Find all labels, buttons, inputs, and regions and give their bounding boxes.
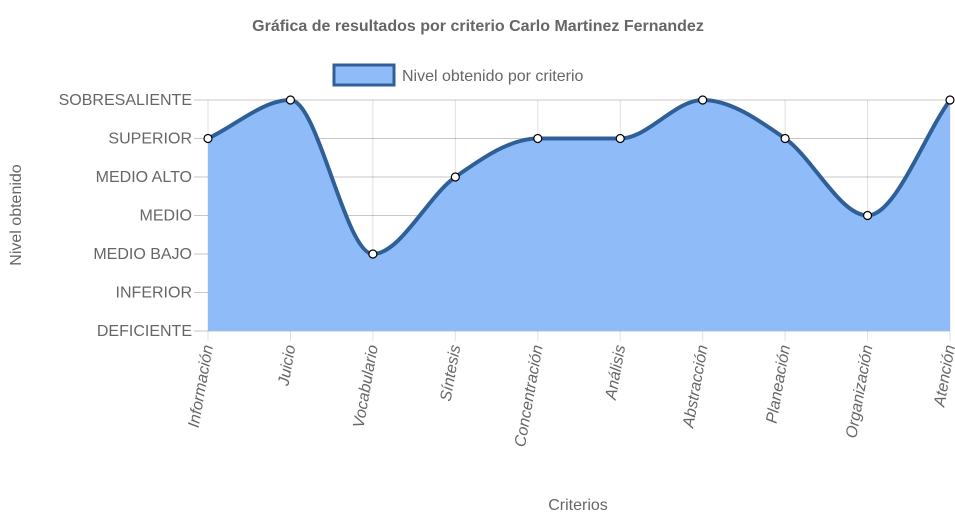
plot-area — [206, 98, 952, 331]
x-tick-label: Concentración — [512, 344, 547, 449]
y-tick-label: MEDIO ALTO — [96, 169, 192, 186]
x-tick-label: Planeación — [764, 344, 795, 425]
chart-title: Gráfica de resultados por criterio Carlo… — [252, 18, 704, 35]
y-tick-label: MEDIO BAJO — [93, 246, 192, 263]
data-point[interactable] — [203, 133, 213, 144]
data-point[interactable] — [368, 249, 378, 259]
y-tick-label: MEDIO — [140, 208, 192, 225]
y-tick-label: SOBRESALIENTE — [59, 92, 192, 109]
data-point[interactable] — [698, 95, 708, 105]
series-area — [208, 100, 950, 331]
data-point[interactable] — [945, 95, 955, 105]
x-tick-label: Atención — [931, 344, 955, 409]
x-tick-label: Información — [186, 344, 217, 429]
x-tick-label: Vocabulario — [351, 344, 382, 430]
series-line — [206, 98, 952, 256]
x-tick-label: Abstracción — [680, 344, 711, 430]
legend-swatch[interactable] — [332, 63, 396, 87]
x-tick-label: Síntesis — [438, 344, 465, 403]
y-tick-label: SUPERIOR — [108, 131, 192, 148]
x-tick-labels: Información Juicio Vocabulario Síntesis Conc… — [186, 344, 955, 449]
data-point[interactable] — [450, 172, 460, 182]
legend[interactable]: Nivel obtenido por criterio — [332, 63, 584, 87]
data-point[interactable] — [862, 210, 873, 221]
data-points — [203, 95, 955, 259]
y-tick-labels: DEFICIENTE INFERIOR MEDIO BAJO MEDIO MEDIO A… — [59, 92, 192, 340]
y-axis-title: Nivel obtenido — [8, 164, 25, 266]
data-point[interactable] — [285, 95, 296, 105]
y-tick-label: INFERIOR — [116, 285, 192, 302]
data-point[interactable] — [615, 133, 625, 144]
data-point[interactable] — [533, 133, 543, 144]
legend-label[interactable]: Nivel obtenido por criterio — [402, 68, 584, 85]
x-tick-label: Organización — [843, 344, 876, 440]
x-tick-label: Juicio — [275, 344, 299, 388]
x-tick-label: Análisis — [603, 344, 629, 402]
x-axis-title: Criterios — [548, 497, 608, 514]
data-point[interactable] — [780, 133, 790, 144]
y-tick-label: DEFICIENTE — [97, 323, 192, 340]
